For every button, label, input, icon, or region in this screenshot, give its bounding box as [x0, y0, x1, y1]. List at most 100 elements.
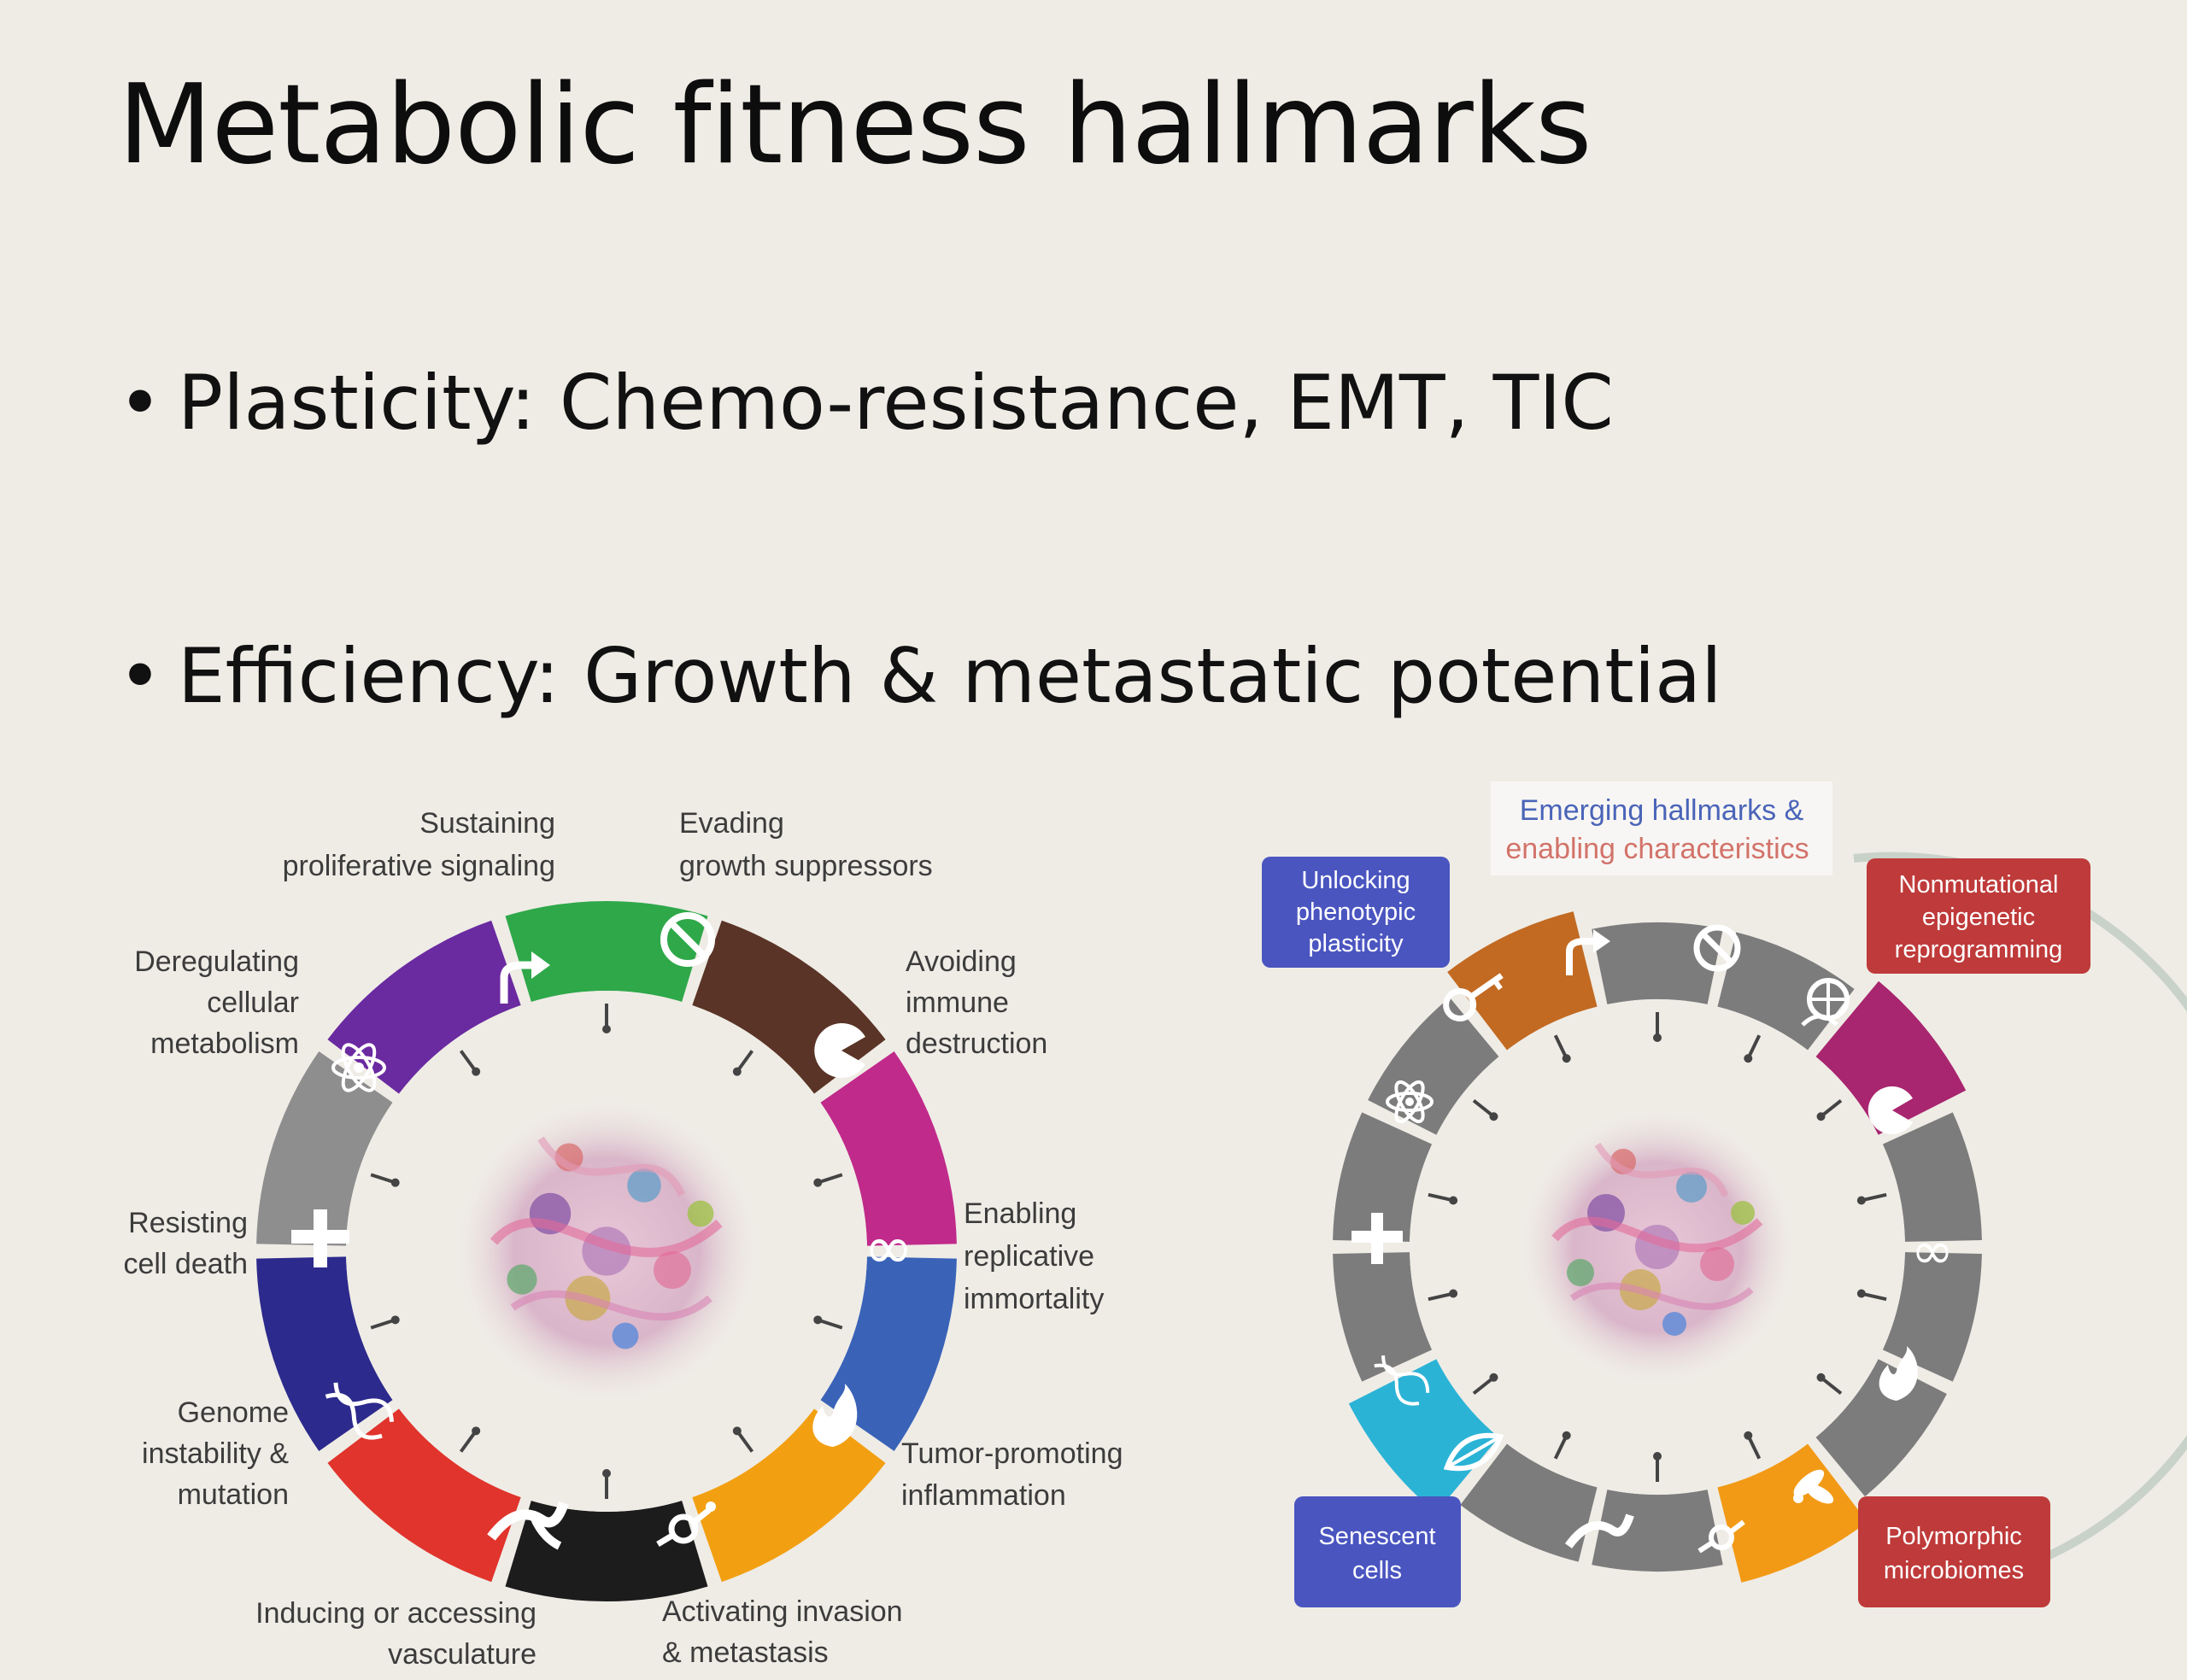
invasion-icon-segment: [505, 1500, 708, 1601]
label-enabling: immortality: [964, 1283, 1104, 1315]
infinity-icon: ∞: [1911, 1221, 1954, 1281]
vessel-icon: [487, 1501, 569, 1550]
label-inducing: vasculature: [388, 1638, 536, 1671]
label-resisting: cell death: [123, 1248, 248, 1280]
flame-icon-segment: [692, 1408, 886, 1583]
cross-icon-segment: [256, 1051, 393, 1246]
flame-segment: [1815, 1359, 1947, 1497]
bullet-plasticity: • Plasticity: Chemo-resistance, EMT, TIC: [118, 359, 1614, 447]
label-evading: growth suppressors: [679, 850, 933, 882]
pointer-arrow-tip: [1816, 1373, 1826, 1382]
label-avoiding: destruction: [906, 1027, 1047, 1060]
prohibition-segment: [1717, 932, 1855, 1051]
pointer-arrow-tip: [813, 1315, 823, 1325]
key-segment: [1447, 911, 1598, 1051]
flame-icon: [1879, 1346, 1918, 1401]
right-wheel-segments: [1333, 911, 1982, 1583]
label-avoiding: Avoiding: [906, 945, 1017, 978]
box-label: microbiomes: [1884, 1557, 2024, 1584]
box-label: epigenetic: [1922, 904, 2035, 931]
microbiome-segment: [1717, 1443, 1867, 1583]
label-tumor-promoting: Tumor-promoting: [901, 1437, 1123, 1470]
box-label: reprogramming: [1895, 936, 2063, 963]
pacman-icon: [814, 1023, 865, 1078]
label-avoiding: immune: [906, 986, 1009, 1019]
pointer-arrow-tip: [1562, 1054, 1571, 1063]
emerging-header-panel: [1491, 781, 1832, 875]
label-deregulating: Deregulating: [134, 945, 299, 978]
label-evading: Evading: [679, 807, 784, 840]
pointer-arrow-tip: [1653, 1452, 1662, 1460]
epigenetic-icon: [1801, 978, 1850, 1027]
senescent-leaf-icon: [1443, 1432, 1504, 1472]
label-genome: Genome: [178, 1396, 289, 1429]
label-enabling: Enabling: [964, 1197, 1076, 1230]
pointer-arrow: [1553, 1034, 1568, 1060]
box-unlocking-plasticity: Unlocking phenotypic plasticity: [1262, 857, 1450, 968]
box-label: plasticity: [1308, 930, 1404, 957]
box-label: phenotypic: [1296, 899, 1416, 926]
box-label: Senescent: [1318, 1523, 1435, 1550]
dna-icon: [1374, 1355, 1430, 1406]
pacman-icon-segment: [820, 1051, 957, 1246]
pointer-arrow-tip: [602, 1025, 611, 1033]
pointer-arrow-tip: [472, 1067, 481, 1076]
pointer-arrow: [817, 1318, 843, 1330]
label-activating: & metastasis: [662, 1636, 829, 1669]
pointer-arrow-tip: [1562, 1431, 1571, 1440]
pointer-arrow-tip: [1449, 1196, 1458, 1205]
pointer-arrow-tip: [1856, 1289, 1866, 1298]
pointer-arrow-tip: [1449, 1289, 1458, 1298]
pointer-arrow: [1472, 1376, 1495, 1396]
box-nonmutational-epigenetic: Nonmutational epigenetic reprogramming: [1867, 858, 2090, 974]
pointer-arrow-tip: [390, 1315, 400, 1325]
cross-icon: [1351, 1213, 1403, 1264]
dna-segment: [1333, 1252, 1433, 1382]
cross-icon: [291, 1209, 349, 1267]
pointer-arrow: [1820, 1376, 1843, 1396]
pointer-arrow-tip: [390, 1178, 400, 1187]
epigenetic-segment: [1815, 980, 1967, 1135]
flame-icon: [812, 1384, 858, 1447]
label-activating: Activating invasion: [662, 1595, 903, 1628]
label-tumor-promoting: inflammation: [901, 1479, 1066, 1512]
arrow-segment: [1592, 922, 1723, 1004]
pointer-arrow-tip: [1744, 1431, 1753, 1440]
box-label: Unlocking: [1301, 867, 1410, 894]
invasion-icon: [656, 1501, 716, 1548]
right-hallmarks-wheel: ∞: [1262, 781, 2187, 1607]
slide-title: Metabolic fitness hallmarks: [118, 61, 1592, 189]
pointer-arrow-tip: [1856, 1196, 1866, 1205]
cross-segment: [1333, 1112, 1433, 1242]
label-enabling: replicative: [964, 1240, 1094, 1273]
arrow-icon-segment: [505, 901, 708, 1003]
prohibition-icon: [1693, 924, 1741, 972]
pacman-segment: [1882, 1112, 1982, 1242]
senescent-segment: [1348, 1359, 1499, 1513]
right-wheel-inner-rim: [1410, 999, 1905, 1495]
arrow-icon: [500, 951, 550, 1004]
pointer-arrow: [817, 1173, 843, 1185]
bullet-glyph: •: [118, 632, 162, 720]
pointer-arrow-tip: [1489, 1112, 1498, 1121]
box-label: Polymorphic: [1885, 1523, 2022, 1550]
pointer-arrow: [1820, 1098, 1843, 1118]
bullet-glyph: •: [118, 359, 162, 447]
label-genome: instability &: [142, 1437, 289, 1470]
atom-segment: [1368, 997, 1499, 1135]
pointer-arrow-tip: [602, 1469, 611, 1478]
pointer-arrow-tip: [1653, 1033, 1662, 1042]
vessel-icon: [1564, 1513, 1634, 1549]
label-inducing: Inducing or accessing: [255, 1597, 536, 1630]
infinity-icon: ∞: [864, 1213, 913, 1283]
vessel-icon-segment: [327, 1408, 521, 1583]
box-label: Nonmutational: [1899, 871, 2059, 899]
bullet-efficiency: • Efficiency: Growth & metastatic potenti…: [118, 632, 1722, 720]
label-resisting: Resisting: [128, 1207, 248, 1239]
left-wheel-pointers: [370, 1004, 843, 1499]
pointer-arrow-tip: [472, 1426, 481, 1436]
left-wheel-icons: ∞: [291, 912, 913, 1550]
label-sustaining: Sustaining: [419, 807, 555, 840]
tumor-cells: [452, 1097, 762, 1407]
pointer-arrow-tip: [1816, 1112, 1826, 1121]
